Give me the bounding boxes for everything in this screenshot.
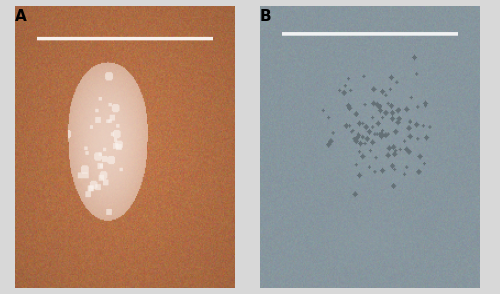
Text: B: B: [260, 9, 272, 24]
Text: A: A: [15, 9, 27, 24]
